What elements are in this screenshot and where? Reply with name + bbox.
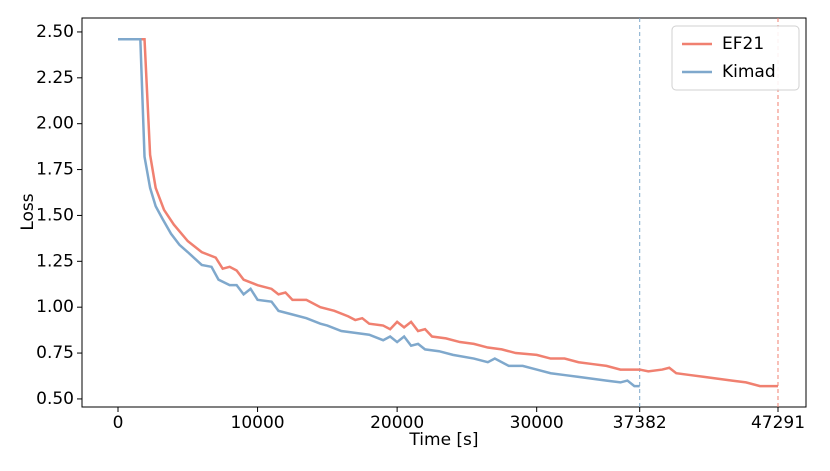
line-series — [118, 38, 640, 388]
x-tick-label: 47291 — [751, 413, 805, 433]
x-tick-label: 30000 — [510, 413, 564, 433]
y-tick-label: 1.75 — [36, 160, 74, 180]
y-tick-label: 2.00 — [36, 114, 74, 134]
x-tick-label: 37382 — [613, 413, 667, 433]
x-tick-label: 0 — [113, 413, 124, 433]
legend-label: Kimad — [722, 62, 776, 82]
legend-box — [671, 25, 800, 91]
y-tick-label: 0.75 — [36, 343, 74, 363]
y-tick-label: 2.50 — [36, 22, 74, 42]
y-axis-label: Loss — [18, 193, 38, 230]
y-tick-label: 1.25 — [36, 251, 74, 271]
plot-frame — [81, 17, 807, 408]
y-tick-label: 2.25 — [36, 68, 74, 88]
x-axis-label: Time [s] — [408, 430, 478, 450]
y-tick-label: 1.00 — [36, 297, 74, 317]
y-tick-label: 1.50 — [36, 205, 74, 225]
y-tick-label: 0.50 — [36, 389, 74, 409]
line-series — [118, 38, 778, 388]
legend-label: EF21 — [722, 34, 764, 54]
x-tick-label: 20000 — [370, 413, 424, 433]
x-tick-label: 10000 — [231, 413, 285, 433]
